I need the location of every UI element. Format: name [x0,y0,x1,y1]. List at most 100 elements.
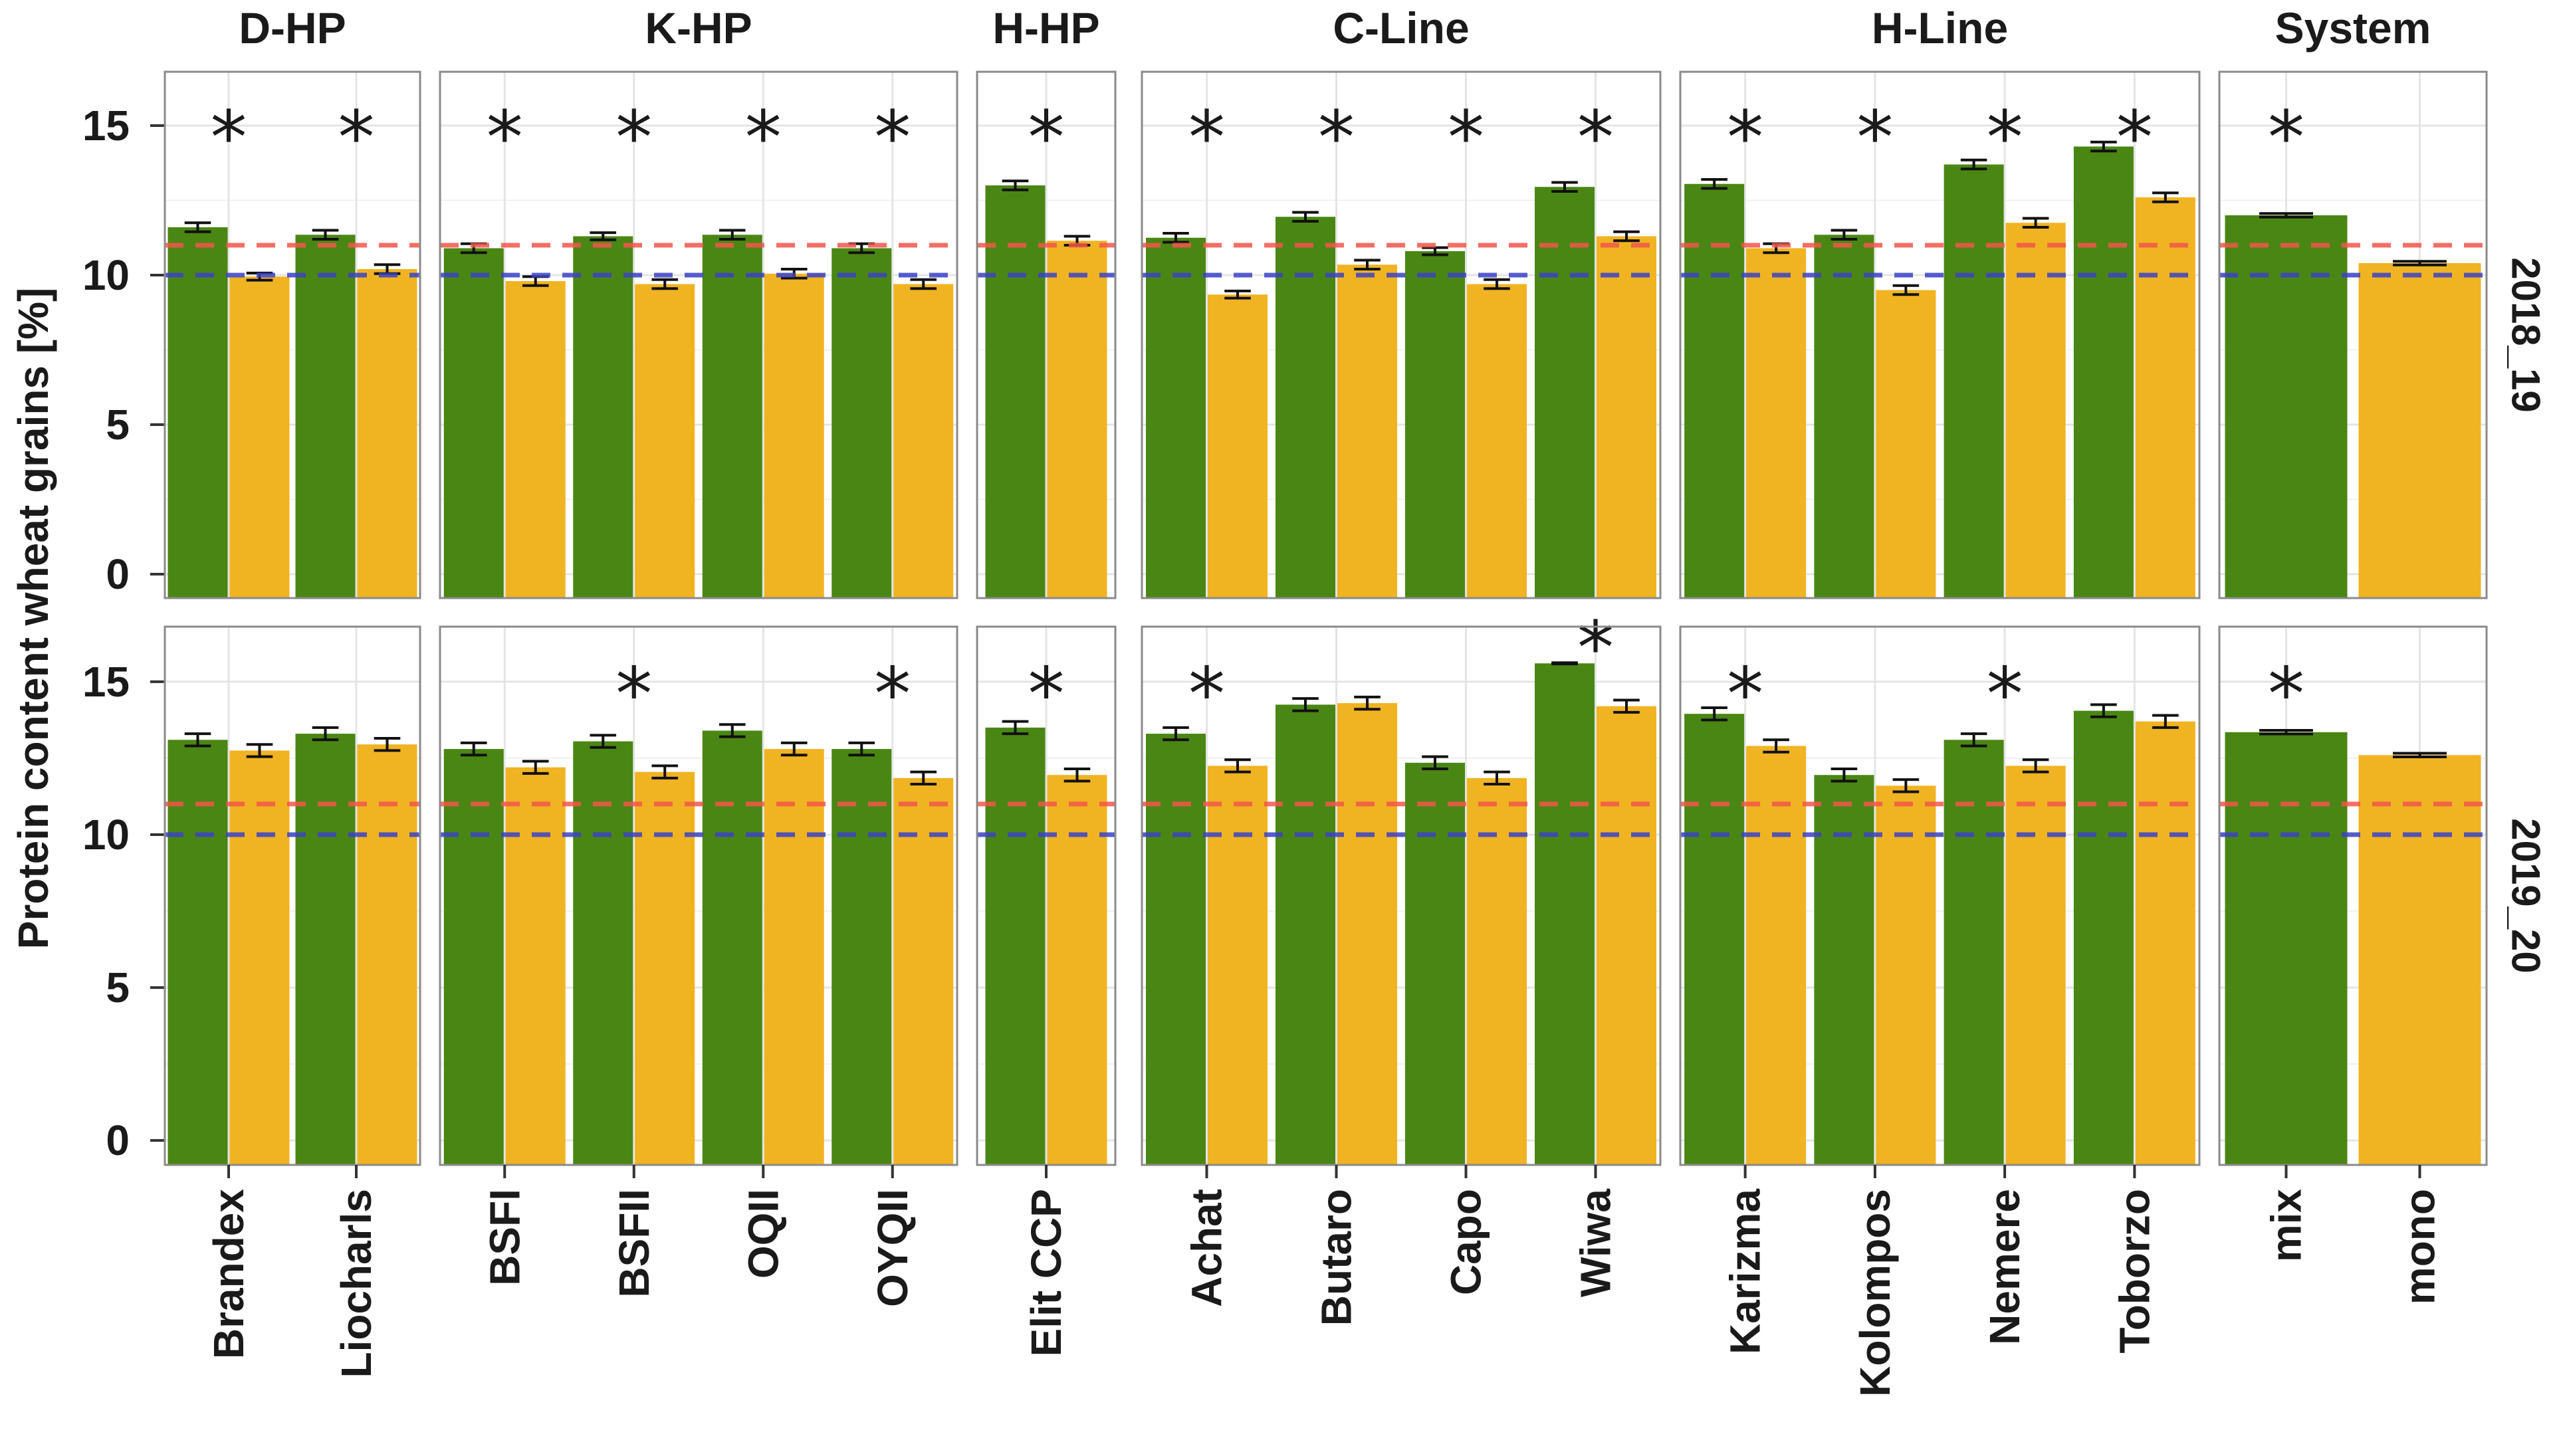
bar-kolompos-mix-2019-20 [1814,775,1874,1165]
bar-wiwa-mono-2018-19 [1597,236,1656,598]
x-tick-label-bsfii: BSFII [610,1189,658,1298]
significance-star-nemere-2018-19: * [1987,95,2023,180]
bar-capo-mix-2019-20 [1405,762,1465,1165]
group-strip-label-h-line: H-Line [1872,3,2008,52]
bar-toborzo-mono-2019-20 [2135,721,2195,1165]
x-tick-label-karizma: Karizma [1722,1189,1769,1354]
bar-bsfii-mono-2019-20 [635,772,695,1165]
x-tick-label-achat: Achat [1183,1189,1231,1307]
significance-star-capo-2018-19: * [1448,95,1484,180]
significance-star-wiwa-2019-20: * [1577,605,1614,690]
bar-achat-mix-2019-20 [1146,734,1206,1165]
bar-wiwa-mono-2019-20 [1597,706,1656,1165]
x-tick-label-nemere: Nemere [1981,1189,2029,1345]
panel-border [439,70,958,599]
group-strip-label-d-hp: D-HP [239,3,346,52]
bar-oqii-mono-2018-19 [764,273,824,598]
bar-nemere-mix-2018-19 [1944,164,2004,598]
significance-star-bsfi-2018-19: * [487,95,523,180]
panel-border [1141,625,1662,1166]
bar-oqii-mono-2019-20 [764,749,824,1165]
x-tick-label-oyqii: OYQII [869,1189,917,1307]
bar-liocharls-mix-2018-19 [295,235,356,598]
bar-elit-ccp-mix-2019-20 [985,727,1046,1165]
significance-star-mix-2018-19: * [2268,95,2304,180]
significance-star-karizma-2018-19: * [1727,95,1763,180]
x-tick-label-brandex: Brandex [205,1189,253,1360]
significance-star-bsfii-2018-19: * [615,95,652,180]
bar-capo-mono-2018-19 [1467,284,1527,598]
bar-nemere-mono-2018-19 [2005,223,2066,598]
bar-achat-mono-2018-19 [1208,294,1268,598]
x-tick-label-liocharls: Liocharls [332,1189,380,1378]
y-tick-label: 15 [82,658,130,706]
significance-star-wiwa-2018-19: * [1577,95,1614,180]
bar-butaro-mono-2018-19 [1337,264,1397,598]
panel-border [439,625,958,1166]
bar-liocharls-mono-2019-20 [357,744,417,1165]
bar-liocharls-mix-2019-20 [295,734,356,1165]
row-strip-label-2019-20: 2019_20 [2504,818,2548,974]
significance-star-bsfii-2019-20: * [615,651,652,736]
bar-toborzo-mix-2018-19 [2073,146,2134,598]
x-tick-label-oqii: OQII [739,1189,787,1279]
bar-capo-mix-2018-19 [1405,251,1465,598]
bar-bsfi-mix-2018-19 [443,248,504,598]
bar-mono-mono-2018-19 [2358,263,2481,598]
significance-star-butaro-2018-19: * [1318,95,1355,180]
significance-star-oyqii-2019-20: * [874,651,911,736]
bar-elit-ccp-mix-2018-19 [985,185,1046,598]
bar-oyqii-mix-2019-20 [832,749,892,1165]
bar-oyqii-mono-2018-19 [893,284,954,598]
significance-star-karizma-2019-20: * [1727,651,1763,736]
x-tick-label-kolompos: Kolompos [1851,1189,1899,1397]
bar-bsfi-mix-2019-20 [443,749,504,1165]
group-strip-label-h-hp: H-HP [992,3,1099,52]
x-tick-label-elit-ccp: Elit CCP [1022,1189,1070,1356]
bar-brandex-mix-2018-19 [167,227,228,598]
panel-border [1679,625,2201,1166]
bar-bsfi-mono-2019-20 [505,767,566,1165]
panel-border [1141,70,1662,599]
bar-elit-ccp-mono-2019-20 [1047,775,1107,1165]
significance-star-achat-2018-19: * [1188,95,1225,180]
bar-achat-mono-2019-20 [1208,766,1268,1165]
bar-wiwa-mix-2018-19 [1535,187,1595,598]
bar-butaro-mix-2019-20 [1276,704,1335,1165]
x-tick-label-butaro: Butaro [1313,1189,1361,1326]
bar-wiwa-mix-2019-20 [1535,663,1595,1165]
bar-brandex-mono-2019-20 [229,750,290,1165]
x-tick-label-bsfi: BSFI [481,1189,528,1286]
significance-star-liocharls-2018-19: * [338,95,375,180]
bar-oqii-mix-2018-19 [702,235,762,598]
bar-toborzo-mix-2019-20 [2073,710,2134,1165]
x-tick-label-capo: Capo [1442,1189,1490,1295]
y-tick-label: 10 [82,251,130,299]
bar-karizma-mix-2019-20 [1684,714,1745,1165]
panel-border [164,70,421,599]
bar-capo-mono-2019-20 [1467,778,1527,1165]
significance-star-mix-2019-20: * [2268,651,2304,736]
bar-toborzo-mono-2018-19 [2135,197,2195,598]
x-tick-label-wiwa: Wiwa [1572,1189,1620,1297]
x-tick-label-mix: mix [2263,1189,2310,1263]
bar-karizma-mono-2018-19 [1746,248,1807,598]
bar-butaro-mix-2018-19 [1276,217,1335,598]
bar-achat-mix-2018-19 [1146,237,1206,598]
y-tick-label: 15 [82,102,130,150]
y-tick-label: 10 [82,811,130,859]
y-tick-label: 0 [106,1116,130,1164]
bar-oyqii-mix-2018-19 [832,248,892,598]
significance-star-toborzo-2018-19: * [2116,95,2153,180]
bar-mix-mix-2019-20 [2225,732,2348,1165]
bar-brandex-mix-2019-20 [167,740,228,1165]
significance-star-kolompos-2018-19: * [1856,95,1893,180]
bar-brandex-mono-2018-19 [229,276,290,598]
x-tick-label-toborzo: Toborzo [2110,1189,2158,1354]
y-tick-label: 0 [106,550,130,598]
panel-border [2218,70,2488,599]
y-tick-label: 5 [106,401,130,449]
bar-butaro-mono-2019-20 [1337,703,1397,1165]
panel-border [1679,70,2201,599]
bar-mono-mono-2019-20 [2358,755,2481,1165]
